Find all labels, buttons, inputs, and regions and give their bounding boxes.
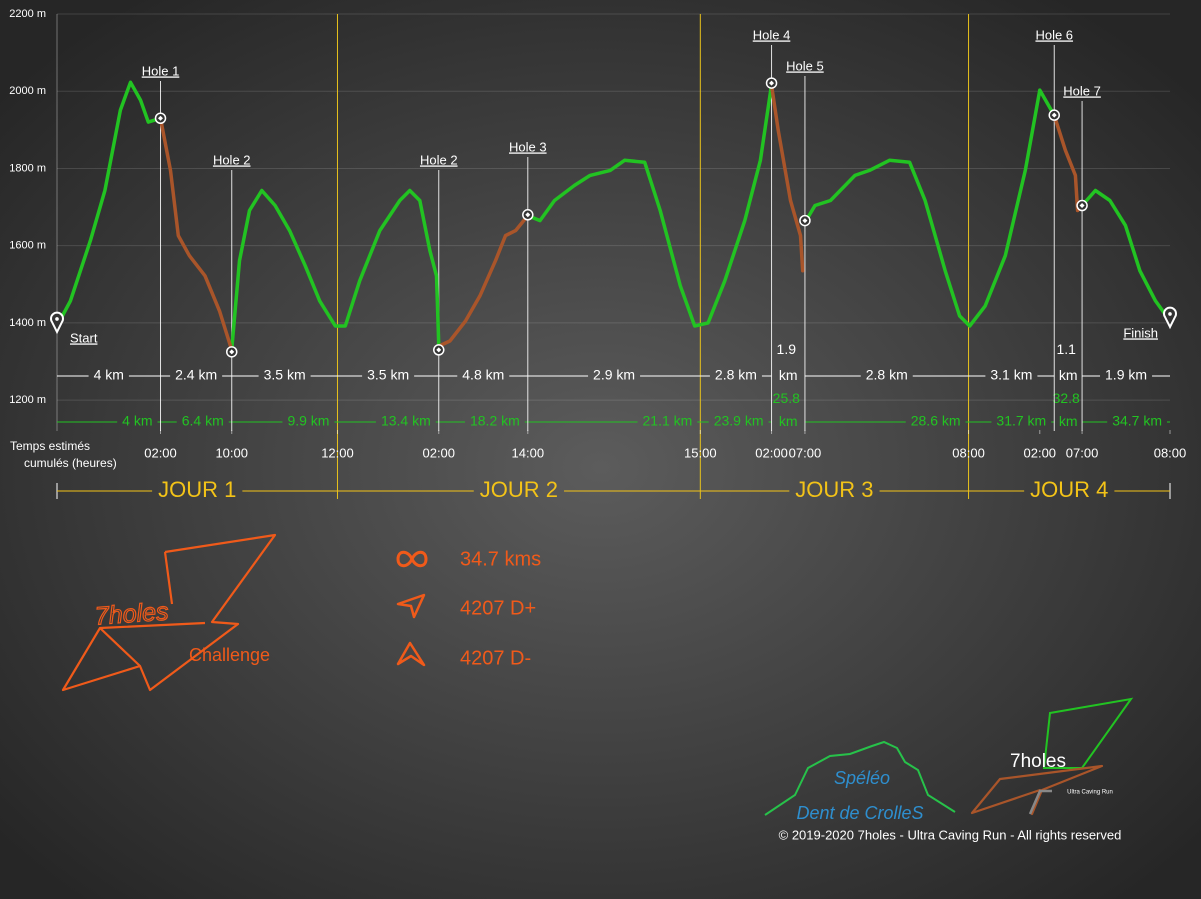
x-tick-label: 10:00 [215,445,248,460]
logo-text: Ultra Caving Run [1067,790,1113,796]
x-tick-label: 12:00 [321,445,354,460]
y-tick-label: 1200 m [9,394,46,406]
segment-distance: 3.5 km [264,367,306,383]
logo-text: 7holes [94,598,169,631]
hole-point-diamond [436,347,442,353]
hole-point-diamond [229,349,235,355]
segment-distance: 2.8 km [866,367,908,383]
hole-point-diamond [158,115,164,121]
logo-text: Dent de CrolleS [796,803,923,823]
logo-text: 7holes [1010,751,1066,772]
x-tick-label: 08:00 [952,445,985,460]
hole-point-diamond [769,80,775,86]
day-label: JOUR 3 [795,477,873,502]
x-tick-label: 07:00 [789,445,822,460]
segment-cumulative: 31.7 km [996,413,1046,429]
ultra-logo-accent [1028,789,1052,815]
day-label: JOUR 2 [480,477,558,502]
x-tick-label: 15:00 [684,445,717,460]
x-tick-label: 02:00 [1024,445,1057,460]
segment-cumulative: 13.4 km [381,413,431,429]
copyright: © 2019-2020 7holes - Ultra Caving Run - … [779,827,1122,842]
segment-distance: 2.8 km [715,367,757,383]
segment-cumulative: 25.8 km [773,390,804,429]
hole-point-diamond [1051,112,1057,118]
hole-label: Hole 7 [1063,83,1101,98]
start-pin [50,311,64,335]
hole-point-diamond [1079,203,1085,209]
descent-icon [396,641,426,667]
segment-cumulative: 4 km [122,413,152,429]
elevation-line [158,83,1080,352]
x-tick-label: 07:00 [1066,445,1099,460]
hole-point-diamond [525,212,531,218]
segment-distance: 1.9 km [777,341,800,383]
segment-distance: 2.9 km [593,367,635,383]
speleo-logo [764,740,956,816]
x-tick-label: 02:00 [422,445,455,460]
y-tick-label: 1800 m [9,162,46,174]
y-tick-label: 1400 m [9,317,46,329]
stat-ascent: 4207 D+ [460,597,536,619]
segment-distance: 3.5 km [367,367,409,383]
y-tick-label: 2200 m [9,8,46,20]
hole-label: Hole 5 [786,58,824,73]
segment-distance: 4 km [94,367,124,383]
hole-point-diamond [802,218,808,224]
y-tick-label: 1600 m [9,240,46,252]
segment-cumulative: 23.9 km [714,413,764,429]
hole-label: Hole 6 [1035,27,1073,42]
logo-text: Challenge [189,645,270,665]
segment-distance: 4.8 km [462,367,504,383]
hole-label: Hole 1 [142,63,180,78]
x-tick-label: 02:00 [755,445,788,460]
challenge-logo [61,533,277,692]
segment-cumulative: 28.6 km [911,413,961,429]
segment-distance: 1.1 km [1056,341,1079,383]
segment-cumulative: 6.4 km [182,413,224,429]
hole-label: Hole 4 [753,27,791,42]
start-pin-dot [55,317,59,321]
ascent-icon [396,593,426,619]
y-tick-label: 2000 m [9,85,46,97]
logo-text: Spéléo [834,768,890,788]
x-tick-label: 02:00 [144,445,177,460]
segment-cumulative: 18.2 km [470,413,520,429]
finish-pin [1163,306,1177,330]
x-axis-label: cumulés (heures) [24,456,117,470]
segment-distance: 2.4 km [175,367,217,383]
hole-label: Hole 3 [509,139,547,154]
segment-cumulative: 34.7 km [1112,413,1162,429]
hole-label: Hole 2 [213,152,251,167]
segment-distance: 3.1 km [990,367,1032,383]
logo-shape [61,533,277,692]
day-label: JOUR 4 [1030,477,1108,502]
segment-cumulative: 9.9 km [287,413,329,429]
segment-distance: 1.9 km [1105,367,1147,383]
x-tick-label: 14:00 [512,445,545,460]
elevation-chart: 1200 m 1400 m 1600 m 1800 m 2000 m 2200 m JOUR… [9,8,1186,502]
x-tick-label: 08:00 [1154,445,1187,460]
hole-label: Hole 2 [420,152,458,167]
segment-cumulative: 21.1 km [643,413,693,429]
finish-label: Finish [1123,325,1158,340]
finish-pin-dot [1168,312,1172,316]
elevation-line [55,80,1172,352]
distance-icon [396,550,428,568]
stat-distance: 34.7 kms [460,548,541,570]
x-axis-label: Temps estimés [10,439,90,453]
day-label: JOUR 1 [158,477,236,502]
segment-cumulative: 32.8 km [1053,390,1084,429]
stat-descent: 4207 D- [460,647,531,669]
start-label: Start [70,330,98,345]
